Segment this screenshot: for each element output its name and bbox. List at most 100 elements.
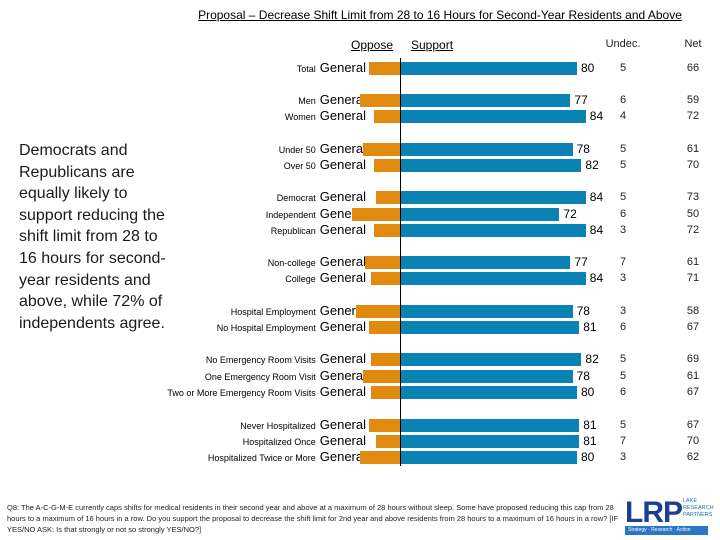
col-undec: Undec.	[605, 38, 641, 50]
row-label-group: Men General	[298, 92, 366, 107]
row-label: College	[285, 274, 316, 284]
net-value: 61	[686, 370, 700, 382]
support-bar	[401, 321, 580, 334]
row-label: Non-college	[267, 258, 316, 268]
oppose-bar	[364, 256, 400, 269]
overlay-text: General	[319, 368, 366, 383]
support-bar	[401, 62, 577, 75]
oppose-bar	[351, 208, 400, 221]
support-value: 82	[585, 352, 599, 366]
row-label: No Emergency Room Visits	[205, 355, 316, 365]
row-label-group: Never Hospitalized General	[240, 417, 366, 432]
support-bar	[401, 191, 586, 204]
undec-value: 3	[619, 224, 627, 236]
overlay-text: General	[319, 92, 366, 107]
support-bar	[401, 143, 573, 156]
net-value: 59	[686, 94, 700, 106]
row-label: Total	[296, 64, 316, 74]
support-bar	[401, 386, 577, 399]
support-value: 84	[589, 223, 604, 237]
oppose-bar	[362, 370, 400, 383]
undec-value: 6	[619, 386, 627, 398]
col-net: Net	[684, 38, 702, 50]
overlay-text: General	[319, 303, 366, 318]
undec-value: 5	[619, 143, 627, 155]
row-label: Independent	[265, 210, 316, 220]
undec-value: 5	[619, 353, 627, 365]
support-value: 78	[576, 304, 590, 318]
support-bar	[401, 94, 571, 107]
support-bar	[401, 370, 573, 383]
oppose-bar	[371, 272, 400, 285]
row-label-group: Two or More Emergency Room Visits General	[167, 384, 366, 399]
support-bar	[401, 305, 573, 318]
overlay-text: General	[319, 157, 366, 172]
net-value: 50	[686, 208, 700, 220]
row-label: Over 50	[283, 161, 316, 171]
net-value: 67	[686, 386, 700, 398]
oppose-bar	[360, 451, 400, 464]
row-label-group: Under 50 General	[279, 141, 366, 156]
support-bar	[401, 353, 582, 366]
row-label-group: Over 50 General	[284, 157, 366, 172]
undec-value: 7	[619, 435, 627, 447]
support-value: 77	[574, 255, 588, 269]
overlay-text: General	[319, 319, 366, 334]
undec-value: 5	[619, 159, 627, 171]
lrp-logo: LRP LAKE RESEARCH PARTNERS Strategy · Re…	[625, 496, 714, 535]
undec-value: 6	[619, 208, 627, 220]
chart-title: Proposal – Decrease Shift Limit from 28 …	[198, 8, 682, 22]
net-value: 58	[686, 305, 700, 317]
legend-oppose: Oppose	[351, 38, 394, 52]
row-label-group: Hospital Employment General	[231, 303, 366, 318]
support-value: 81	[583, 418, 597, 432]
support-value: 77	[574, 93, 588, 107]
oppose-bar	[373, 110, 400, 123]
support-value: 78	[576, 369, 590, 383]
row-label: No Hospital Employment	[216, 323, 316, 333]
row-label: Republican	[270, 226, 316, 236]
oppose-bar	[371, 386, 400, 399]
support-value: 84	[589, 109, 604, 123]
support-bar	[401, 256, 571, 269]
oppose-bar	[375, 435, 400, 448]
net-value: 62	[686, 451, 700, 463]
row-label-group: Democrat General	[277, 189, 366, 204]
overlay-text: General	[319, 351, 366, 366]
row-label-group: One Emergency Room Visit General	[205, 368, 366, 383]
undec-value: 5	[619, 419, 627, 431]
net-value: 70	[686, 435, 700, 447]
overlay-text: General	[319, 384, 366, 399]
support-bar	[401, 435, 580, 448]
undec-value: 7	[619, 256, 627, 268]
net-value: 61	[686, 256, 700, 268]
row-label: Hospitalized Once	[242, 437, 316, 447]
net-value: 67	[686, 321, 700, 333]
row-label: Democrat	[276, 193, 316, 203]
oppose-bar	[373, 224, 400, 237]
overlay-text: General	[319, 449, 366, 464]
zero-axis	[400, 58, 401, 466]
support-value: 78	[576, 142, 590, 156]
overlay-text: General	[319, 433, 366, 448]
row-label-group: Total General	[297, 60, 366, 75]
oppose-bar	[375, 191, 400, 204]
support-bar	[401, 224, 586, 237]
support-value: 80	[581, 61, 595, 75]
row-label-group: No Hospital Employment General	[217, 319, 366, 334]
net-value: 66	[686, 62, 700, 74]
overlay-text: General	[319, 60, 366, 75]
undec-value: 5	[619, 62, 627, 74]
row-label: Two or More Emergency Room Visits	[167, 388, 316, 398]
oppose-bar	[373, 159, 400, 172]
row-label-group: Hospitalized Twice or More General	[208, 449, 366, 464]
support-bar	[401, 159, 582, 172]
oppose-bar	[369, 62, 400, 75]
net-value: 61	[686, 143, 700, 155]
row-label: Hospitalized Twice or More	[207, 453, 316, 463]
undec-value: 6	[619, 321, 627, 333]
row-label: Never Hospitalized	[240, 421, 316, 431]
support-value: 81	[583, 434, 597, 448]
row-label-group: Republican General	[271, 222, 366, 237]
undec-value: 3	[619, 305, 627, 317]
